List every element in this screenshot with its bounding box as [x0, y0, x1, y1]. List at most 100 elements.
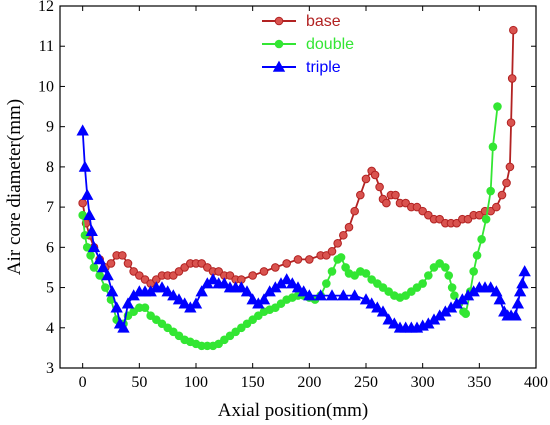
data-point-double: [157, 319, 167, 329]
plot-frame: [59, 5, 537, 369]
data-point-base: [509, 25, 518, 35]
data-point-triple: [161, 285, 174, 297]
data-point-triple: [516, 277, 529, 289]
data-point-double: [435, 259, 444, 268]
data-point-double: [163, 323, 172, 333]
data-point-base: [344, 222, 354, 232]
data-point-triple: [286, 277, 299, 289]
data-point-base: [271, 263, 280, 272]
data-point-double: [271, 303, 280, 312]
data-point-double: [276, 299, 286, 308]
data-point-triple: [78, 160, 92, 172]
data-point-double: [447, 283, 457, 292]
data-point-base: [174, 267, 184, 276]
data-point-triple: [303, 289, 316, 301]
data-point-double: [101, 283, 110, 292]
legend-marker-double: [274, 39, 284, 49]
data-point-triple: [101, 269, 114, 281]
y-tick-label: 6: [46, 239, 54, 256]
data-point-double: [477, 234, 486, 244]
x-tick-label: 50: [131, 374, 147, 391]
data-point-double: [469, 267, 478, 276]
x-axis-title: Axial position(mm): [218, 400, 368, 421]
data-point-double: [231, 327, 240, 337]
series-line-base: [81, 30, 515, 285]
data-point-double: [225, 331, 235, 341]
y-tick-label: 10: [38, 78, 54, 95]
data-point-base: [123, 259, 133, 268]
y-tick-label: 8: [46, 159, 54, 176]
data-point-triple: [484, 281, 497, 293]
data-point-triple: [297, 285, 310, 297]
data-point-base: [293, 255, 303, 264]
legend-label-triple: triple: [306, 59, 341, 76]
data-point-base: [327, 247, 337, 256]
data-point-double: [424, 271, 433, 280]
data-point-double: [336, 253, 346, 262]
x-tick-label: 200: [297, 374, 321, 391]
data-point-double: [418, 279, 427, 288]
legend-label-double: double: [306, 36, 354, 53]
data-point-triple: [388, 317, 401, 329]
y-tick-label: 3: [46, 360, 54, 377]
data-point-double: [412, 283, 422, 292]
data-point-double: [488, 142, 498, 152]
data-point-triple: [371, 301, 384, 313]
data-point-double: [450, 291, 459, 300]
x-tick-label: 250: [354, 374, 378, 391]
data-point-base: [375, 182, 384, 192]
data-point-double: [254, 311, 263, 321]
data-point-base: [356, 190, 365, 200]
data-point-double: [169, 327, 178, 337]
y-tick-label: 5: [46, 280, 54, 297]
data-point-triple: [280, 273, 293, 285]
legend: base double triple: [262, 13, 354, 76]
data-point-base: [129, 267, 138, 276]
data-point-base: [225, 271, 235, 280]
data-point-base: [169, 271, 178, 280]
data-point-double: [220, 335, 229, 345]
legend-marker-triple: [272, 60, 286, 72]
data-point-double: [429, 263, 439, 272]
data-point-triple: [337, 289, 350, 301]
data-point-double: [461, 309, 471, 319]
data-point-double: [378, 283, 388, 292]
data-point-base: [361, 174, 371, 184]
data-point-base: [339, 230, 348, 240]
data-point-base: [492, 202, 501, 212]
data-point-double: [486, 186, 495, 196]
data-point-double: [89, 263, 99, 272]
data-point-triple: [81, 188, 94, 200]
data-point-base: [418, 206, 427, 216]
data-point-triple: [325, 289, 339, 301]
data-point-triple: [85, 224, 98, 237]
data-point-double: [493, 102, 502, 111]
series-triple: [76, 124, 531, 333]
data-point-base: [435, 214, 444, 224]
data-point-triple: [382, 313, 395, 325]
data-point-triple: [195, 285, 208, 297]
data-point-triple: [365, 297, 378, 309]
data-point-triple: [172, 293, 186, 305]
x-tick-label: 400: [524, 374, 548, 391]
data-point-triple: [493, 293, 506, 305]
data-point-triple: [178, 297, 191, 309]
data-point-triple: [509, 309, 522, 321]
y-axis: 3 4 5 6 7 8 9 10 11 12: [38, 0, 536, 377]
data-point-triple: [291, 281, 305, 293]
data-point-triple: [376, 305, 390, 317]
data-point-triple: [511, 297, 525, 309]
data-point-base: [401, 198, 410, 208]
data-point-base: [475, 210, 484, 220]
data-point-double: [242, 319, 252, 329]
data-point-double: [86, 251, 95, 260]
data-point-base: [106, 259, 116, 268]
data-point-base: [452, 218, 461, 228]
data-point-double: [384, 287, 393, 296]
data-point-triple: [348, 289, 361, 301]
y-tick-label: 7: [46, 199, 54, 216]
data-point-triple: [206, 273, 220, 285]
y-tick-label: 4: [46, 320, 54, 337]
data-point-triple: [359, 293, 373, 305]
series-base: [78, 25, 518, 288]
